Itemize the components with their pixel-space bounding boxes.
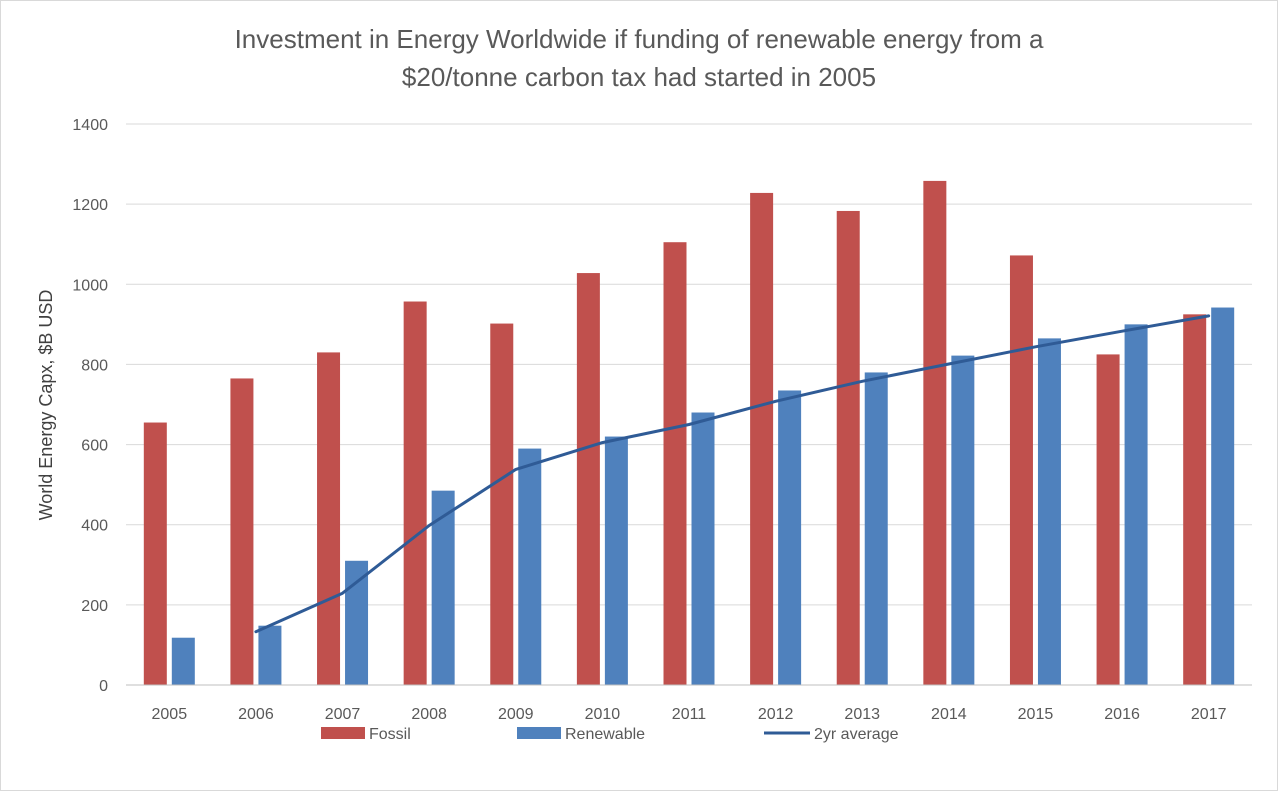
fossil-bar — [923, 180, 947, 685]
y-axis-title: World Energy Capx, $B USD — [36, 290, 56, 521]
y-tick-label: 0 — [99, 678, 108, 695]
average-line — [254, 314, 1211, 634]
average-line-path — [254, 314, 1211, 634]
x-tick-label: 2005 — [152, 706, 188, 723]
y-tick-label: 200 — [81, 598, 108, 615]
bars — [143, 180, 1235, 686]
y-tick-label: 400 — [81, 518, 108, 535]
x-tick-label: 2017 — [1191, 706, 1227, 723]
legend-label: 2yr average — [814, 726, 899, 743]
y-tick-label: 1400 — [72, 117, 108, 134]
x-tick-label: 2011 — [672, 706, 707, 723]
fossil-bar — [490, 323, 514, 685]
fossil-legend-swatch — [321, 727, 365, 739]
x-tick-label: 2008 — [411, 706, 447, 723]
legend: Fossil Renewable 2yr average — [321, 726, 899, 743]
renewable-bar — [1037, 338, 1061, 685]
renewable-bar — [1124, 324, 1148, 685]
fossil-bar — [576, 273, 600, 685]
x-tick-label: 2012 — [758, 706, 794, 723]
renewable-bar — [345, 560, 369, 685]
x-tick-label: 2014 — [931, 706, 967, 723]
chart-title: Investment in Energy Worldwide if fundin… — [235, 24, 1044, 54]
renewable-bar — [864, 372, 888, 685]
fossil-bar — [1183, 314, 1207, 685]
legend-label: Fossil — [369, 726, 411, 743]
y-tick-label: 800 — [81, 357, 108, 374]
renewable-bar — [431, 490, 455, 685]
renewable-bar — [518, 448, 542, 685]
y-tick-label: 1000 — [72, 277, 108, 294]
x-tick-label: 2006 — [238, 706, 274, 723]
fossil-bar — [230, 378, 254, 685]
renewable-bar — [1211, 307, 1235, 685]
renewable-bar — [171, 637, 195, 685]
renewable-bar — [258, 625, 282, 685]
x-tick-label: 2010 — [585, 706, 621, 723]
chart-subtitle: $20/tonne carbon tax had started in 2005 — [402, 62, 876, 92]
fossil-bar — [143, 422, 167, 685]
renewable-bar — [778, 390, 802, 685]
axes: 0 200 400 600 800 1000 1200 1400 2005 2006 2007 200… — [72, 117, 1252, 723]
y-tick-label: 1200 — [72, 197, 108, 214]
x-tick-label: 2013 — [844, 706, 880, 723]
x-tick-label: 2007 — [325, 706, 361, 723]
fossil-bar — [1096, 354, 1120, 685]
gridlines — [126, 123, 1252, 686]
fossil-bar — [403, 301, 427, 685]
fossil-bar — [750, 192, 774, 685]
x-tick-label: 2009 — [498, 706, 534, 723]
fossil-bar — [663, 242, 687, 686]
fossil-bar — [1009, 255, 1033, 686]
x-tick-label: 2015 — [1018, 706, 1054, 723]
x-tick-label: 2016 — [1104, 706, 1140, 723]
renewable-legend-swatch — [517, 727, 561, 739]
legend-label: Renewable — [565, 726, 645, 743]
renewable-bar — [691, 412, 715, 685]
y-tick-label: 600 — [81, 438, 108, 455]
fossil-bar — [317, 352, 341, 685]
fossil-bar — [836, 210, 860, 685]
renewable-bar — [951, 355, 975, 685]
renewable-bar — [604, 436, 628, 685]
